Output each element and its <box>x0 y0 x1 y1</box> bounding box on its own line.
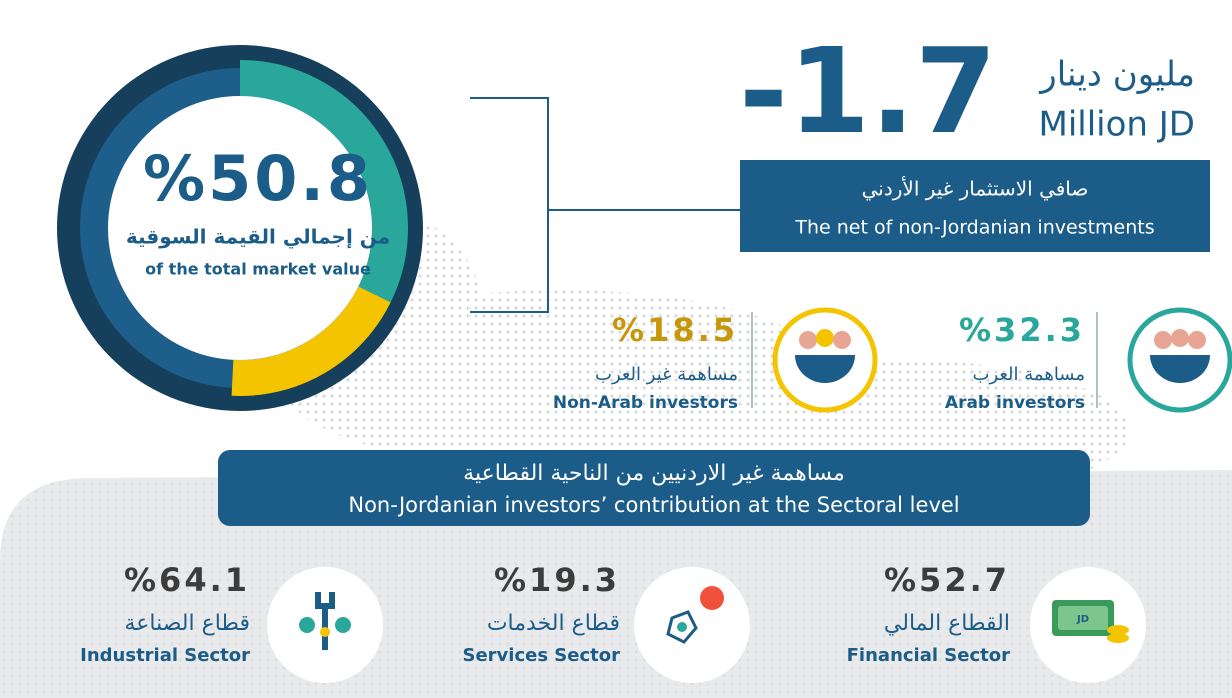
sector-value: %64.1 <box>124 561 250 599</box>
investor-share: %32.3 <box>959 311 1085 349</box>
headline-unit-en: Million JD <box>1039 105 1196 145</box>
sector-value: %19.3 <box>494 561 620 599</box>
donut-center <box>108 96 372 360</box>
sector-ar: قطاع الخدمات <box>487 611 620 636</box>
donut-segment <box>239 60 408 303</box>
sector-en: Services Sector <box>463 645 621 666</box>
sector-value: %52.7 <box>884 561 1010 599</box>
headline-value: -1.7 <box>739 22 997 160</box>
donut-caption-ar: من إجمالي القيمة السوقية <box>126 225 390 250</box>
financial-icon: JD <box>1030 567 1146 683</box>
donut-caption-en: of the total market value <box>145 260 371 279</box>
net-box <box>740 160 1210 252</box>
bracket <box>470 97 740 313</box>
sector-banner-ar: مساهمة غير الاردنيين من الناحية القطاعية <box>463 461 845 486</box>
investor-en: Arab investors <box>945 393 1085 413</box>
sector-en: Financial Sector <box>847 645 1010 666</box>
investor-share: %18.5 <box>612 311 738 349</box>
non-arab-icon <box>772 307 878 413</box>
headline-unit-ar: مليون دينار <box>1038 55 1195 95</box>
industrial-icon <box>267 567 383 683</box>
net-box-ar: صافي الاستثمار غير الأردني <box>862 177 1089 202</box>
sector-ar: قطاع الصناعة <box>124 611 250 636</box>
sector-en: Industrial Sector <box>80 645 250 666</box>
net-box-en: The net of non-Jordanian investments <box>794 217 1154 239</box>
sector-banner <box>218 450 1090 526</box>
donut-total: %50.8 <box>143 142 373 215</box>
investor-ar: مساهمة العرب <box>973 364 1086 385</box>
arab-icon <box>1127 307 1232 413</box>
services-icon <box>634 567 750 683</box>
sector-ar: القطاع المالي <box>884 611 1010 636</box>
svg-text:JD: JD <box>1076 614 1089 625</box>
investor-ar: مساهمة غير العرب <box>595 364 738 385</box>
investor-en: Non-Arab investors <box>553 393 738 413</box>
sector-banner-en: Non-Jordanian investors’ contribution at… <box>348 493 959 517</box>
donut-segment <box>231 286 391 396</box>
